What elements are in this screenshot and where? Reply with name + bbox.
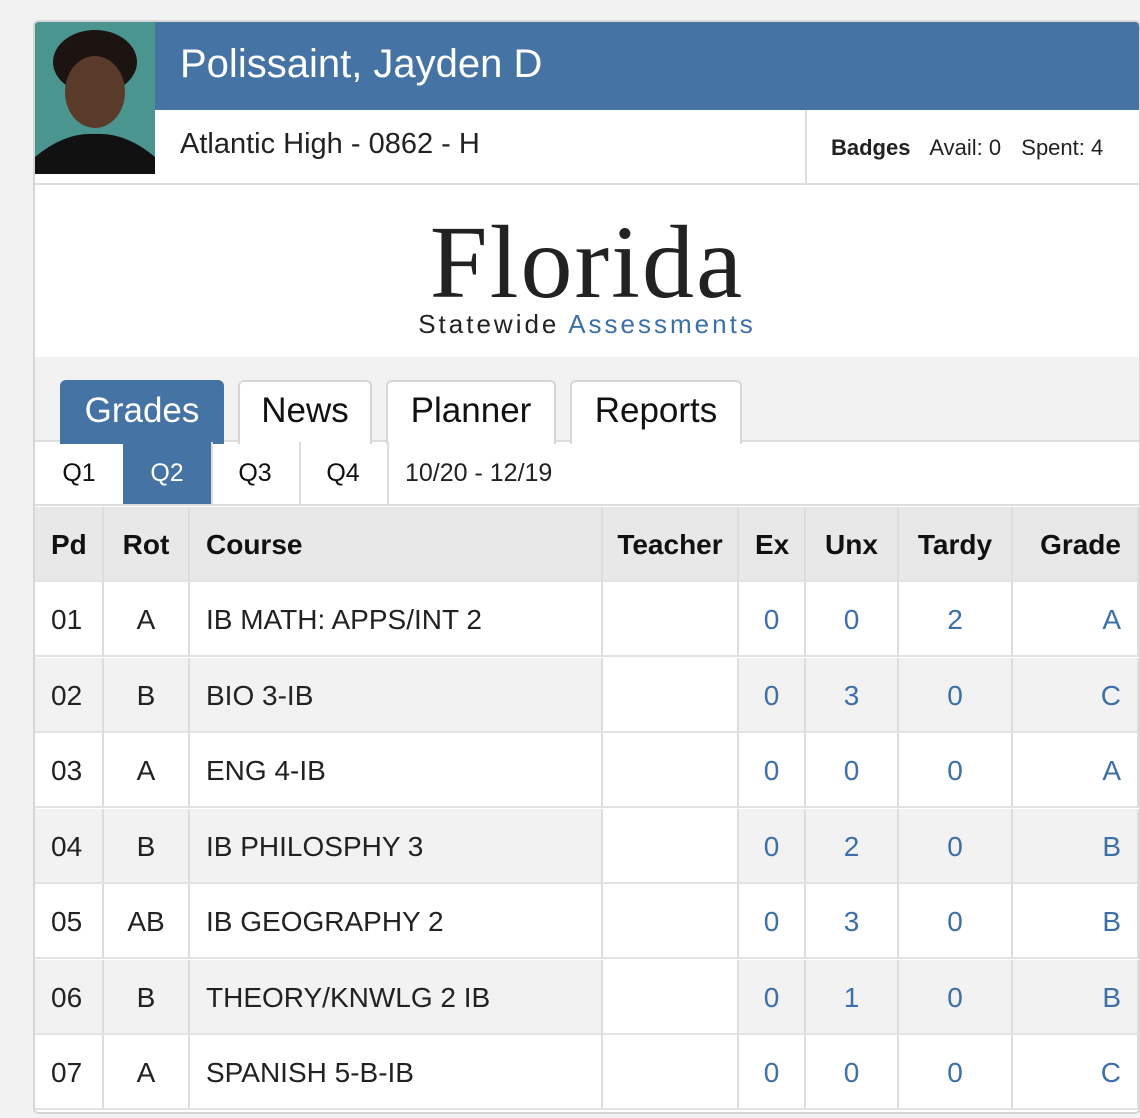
cell: 02	[35, 657, 104, 733]
cell-link[interactable]: 0	[739, 808, 806, 884]
badges-label: Badges	[831, 135, 911, 160]
cell-link[interactable]: 3	[806, 884, 899, 959]
cell: 01	[35, 582, 104, 657]
cell-link[interactable]: 0	[899, 657, 1013, 733]
cell	[603, 1035, 739, 1110]
column-header: Ex	[739, 507, 806, 582]
logo-title: Florida	[429, 205, 745, 320]
cell-link[interactable]: 0	[899, 959, 1013, 1035]
cell: BIO 3-IB	[190, 657, 603, 733]
badges-avail: Avail: 0	[929, 135, 1002, 160]
column-header: Tardy	[899, 507, 1013, 582]
cell-link[interactable]: 0	[739, 884, 806, 959]
quarter-tab[interactable]: Q2	[123, 442, 213, 504]
cell	[603, 884, 739, 959]
cell-link[interactable]: 2	[899, 582, 1013, 657]
cell-link[interactable]: 0	[899, 884, 1013, 959]
quarter-bar: 10/20 - 12/19 Q1 Q2 Q3 Q4	[35, 442, 1139, 506]
cell-link[interactable]: 0	[739, 959, 806, 1035]
cell	[603, 733, 739, 808]
cell-link[interactable]: 3	[806, 657, 899, 733]
logo-word: Statewide	[418, 309, 560, 339]
cell-link[interactable]: C	[1013, 1035, 1139, 1110]
cell-link[interactable]: 0	[739, 657, 806, 733]
cell-link[interactable]: 0	[739, 582, 806, 657]
column-header: Pd	[35, 507, 104, 582]
cell-link[interactable]: 0	[806, 582, 899, 657]
tab[interactable]: Planner	[386, 380, 556, 444]
column-header: Course	[190, 507, 603, 582]
tab-bar: Grades News Planner Reports	[35, 357, 1139, 444]
cell: A	[104, 1035, 190, 1110]
logo: Florida Statewide Assessments	[35, 185, 1139, 357]
cell-link[interactable]: B	[1013, 808, 1139, 884]
cell: IB PHILOSPHY 3	[190, 808, 603, 884]
cell-link[interactable]: 2	[806, 808, 899, 884]
cell	[603, 582, 739, 657]
cell-link[interactable]: 0	[899, 1035, 1013, 1110]
cell	[603, 657, 739, 733]
cell-link[interactable]: A	[1013, 733, 1139, 808]
cell: 05	[35, 884, 104, 959]
logo-subtitle: Statewide Assessments	[35, 309, 1139, 340]
cell	[603, 959, 739, 1035]
cell: SPANISH 5-B-IB	[190, 1035, 603, 1110]
date-range: 10/20 - 12/19	[405, 459, 553, 487]
cell-link[interactable]: 0	[739, 1035, 806, 1110]
student-photo	[35, 22, 155, 174]
tab[interactable]: Grades	[60, 380, 224, 444]
cell-link[interactable]: B	[1013, 959, 1139, 1035]
cell-link[interactable]: A	[1013, 582, 1139, 657]
divider	[805, 110, 807, 184]
cell-link[interactable]: C	[1013, 657, 1139, 733]
cell: 06	[35, 959, 104, 1035]
quarter-tab[interactable]: Q4	[299, 442, 389, 504]
cell-link[interactable]: B	[1013, 884, 1139, 959]
header-band	[35, 22, 1139, 110]
cell-link[interactable]: 1	[806, 959, 899, 1035]
divider	[35, 183, 1139, 185]
column-header: Rot	[104, 507, 190, 582]
column-header: Unx	[806, 507, 899, 582]
cell-link[interactable]: 0	[739, 733, 806, 808]
quarter-tab[interactable]: Q3	[211, 442, 301, 504]
logo-word: Assessments	[568, 309, 756, 339]
student-name: Polissaint, Jayden D	[180, 42, 543, 86]
cell: IB GEOGRAPHY 2	[190, 884, 603, 959]
cell: 03	[35, 733, 104, 808]
badges-spent: Spent: 4	[1021, 135, 1104, 160]
cell: ENG 4-IB	[190, 733, 603, 808]
student-card: Polissaint, Jayden D Atlantic High - 086…	[33, 20, 1140, 1114]
cell-link[interactable]: 0	[806, 733, 899, 808]
cell: IB MATH: APPS/INT 2	[190, 582, 603, 657]
cell: A	[104, 582, 190, 657]
school: Atlantic High - 0862 - H	[180, 128, 480, 160]
cell: THEORY/KNWLG 2 IB	[190, 959, 603, 1035]
cell: 07	[35, 1035, 104, 1110]
tab[interactable]: News	[238, 380, 372, 444]
cell-link[interactable]: 0	[899, 733, 1013, 808]
badges: Badges Avail: 0 Spent: 4	[831, 135, 1103, 161]
cell: B	[104, 657, 190, 733]
cell: B	[104, 808, 190, 884]
cell: B	[104, 959, 190, 1035]
quarter-tab[interactable]: Q1	[35, 442, 125, 504]
tab[interactable]: Reports	[570, 380, 742, 444]
cell: A	[104, 733, 190, 808]
cell-link[interactable]: 0	[899, 808, 1013, 884]
cell: 04	[35, 808, 104, 884]
cell: AB	[104, 884, 190, 959]
column-header: Grade	[1013, 507, 1139, 582]
column-header: Teacher	[603, 507, 739, 582]
cell-link[interactable]: 0	[806, 1035, 899, 1110]
cell	[603, 808, 739, 884]
